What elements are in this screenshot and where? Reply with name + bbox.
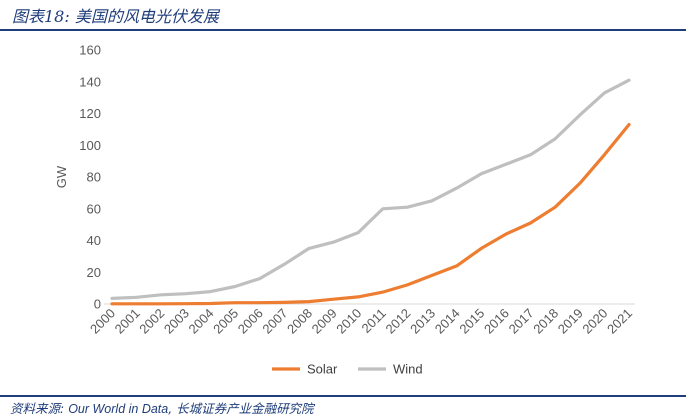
x-tick-label: 2014 xyxy=(432,306,463,337)
y-tick-label: 60 xyxy=(87,201,101,216)
x-tick-label: 2008 xyxy=(284,306,315,337)
figure-title: 图表18: 美国的风电光伏发展 xyxy=(12,7,219,26)
x-tick-label: 2015 xyxy=(456,306,487,337)
x-tick-label: 2002 xyxy=(136,306,167,337)
bottom-rule xyxy=(0,395,686,397)
x-tick-label: 2000 xyxy=(87,306,118,337)
x-tick-label: 2003 xyxy=(161,306,192,337)
source-name: Our World in Data xyxy=(68,402,169,416)
legend-label-solar: Solar xyxy=(307,362,338,377)
x-tick-label: 2012 xyxy=(382,306,413,337)
line-chart: 020406080100120140160GW20002001200220032… xyxy=(54,43,635,377)
x-tick-label: 2010 xyxy=(333,306,364,337)
x-tick-label: 2004 xyxy=(186,306,217,337)
y-tick-label: 0 xyxy=(94,297,101,312)
x-tick-label: 2007 xyxy=(259,306,290,337)
y-tick-label: 40 xyxy=(87,233,101,248)
legend-label-wind: Wind xyxy=(393,362,423,377)
y-tick-label: 100 xyxy=(79,138,101,153)
y-axis-label: GW xyxy=(54,165,69,188)
x-tick-label: 2021 xyxy=(604,306,635,337)
x-tick-label: 2005 xyxy=(210,306,241,337)
source-suffix: , 长城证券产业金融研究院 xyxy=(168,401,314,416)
x-tick-label: 2017 xyxy=(506,306,537,337)
x-tick-label: 2011 xyxy=(359,306,389,336)
x-tick-label: 2009 xyxy=(309,306,340,337)
source-prefix: 资料来源: xyxy=(10,401,69,416)
x-tick-label: 2013 xyxy=(407,306,438,337)
y-tick-label: 120 xyxy=(79,106,101,121)
y-tick-label: 140 xyxy=(79,74,101,89)
source-note: 资料来源: Our World in Data, 长城证券产业金融研究院 xyxy=(10,398,314,417)
x-tick-label: 2019 xyxy=(555,306,586,337)
y-tick-label: 80 xyxy=(87,170,101,185)
series-line-solar xyxy=(110,122,631,306)
x-tick-label: 2006 xyxy=(235,306,266,337)
x-tick-label: 2001 xyxy=(112,306,143,337)
x-tick-label: 2018 xyxy=(530,306,561,337)
top-rule xyxy=(0,29,686,31)
series-line-wind xyxy=(110,78,631,300)
y-tick-label: 20 xyxy=(87,265,101,280)
x-tick-label: 2016 xyxy=(481,306,512,337)
x-tick-label: 2020 xyxy=(579,306,610,337)
y-tick-label: 160 xyxy=(79,43,101,58)
